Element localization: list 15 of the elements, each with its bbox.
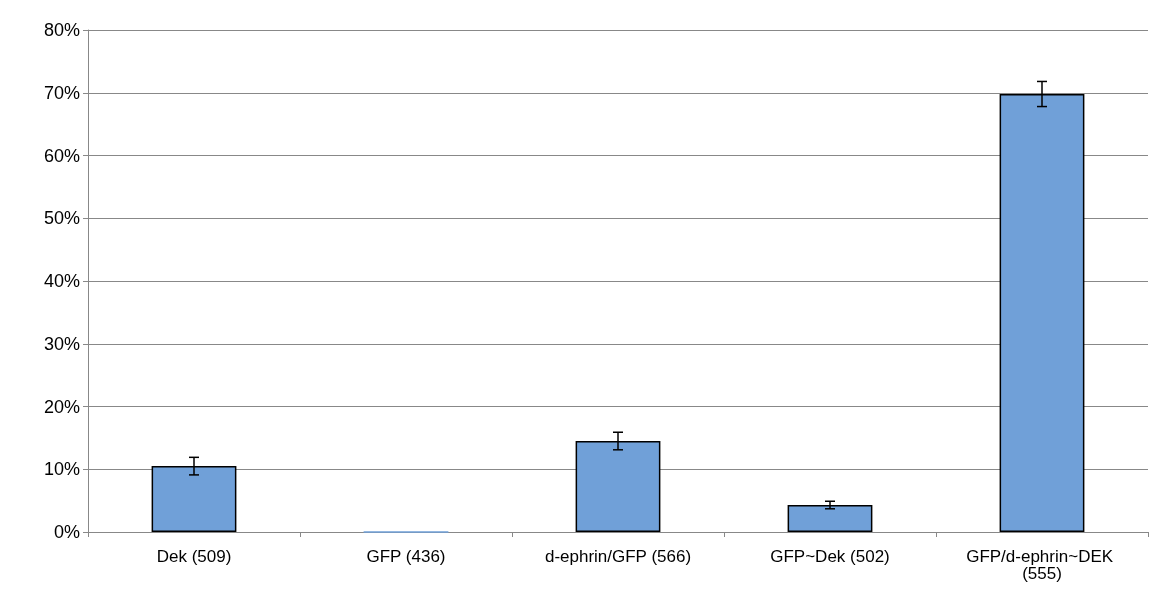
x-tick-label: d-ephrin/GFP (566) [544,547,692,566]
x-tick-label: Dek (509) [156,547,232,566]
y-tick-label: 80% [43,20,80,40]
y-tick-label: 20% [43,396,80,417]
y-tick-label: 40% [43,271,80,291]
x-tick-label: GFP~Dek (502) [770,547,890,566]
y-tick-label: 60% [43,145,80,166]
y-tick-label: 0% [53,522,80,542]
bar [787,505,873,532]
y-tick-label: 30% [43,333,80,354]
y-tick-label: 10% [43,459,80,480]
y-tick-label: 50% [43,208,80,229]
y-tick-label: 70% [43,82,80,103]
x-tick-label: GFP/d-ephrin~DEK (555) [966,547,1118,583]
x-tick-label: GFP (436) [366,547,446,566]
